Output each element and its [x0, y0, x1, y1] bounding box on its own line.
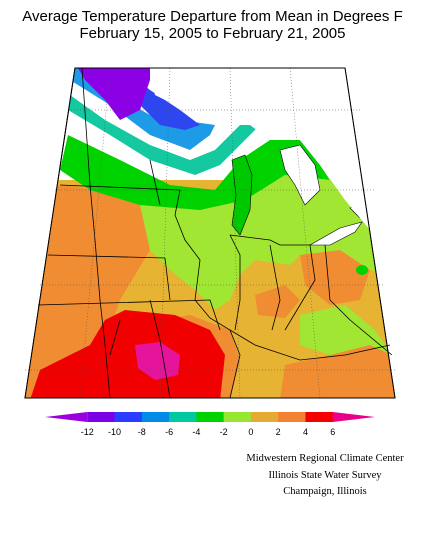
legend-swatch	[114, 412, 143, 422]
zone-orange-mid	[255, 285, 300, 318]
legend-tick-label: 4	[303, 427, 308, 437]
legend-tick-label: -12	[81, 427, 94, 437]
map-title-line-1: Average Temperature Departure from Mean …	[22, 8, 403, 25]
credit-line-2: Illinois State Water Survey	[268, 470, 382, 481]
legend-tick-label: -4	[192, 427, 200, 437]
legend-tick-label: 6	[330, 427, 335, 437]
legend-tick-label: -6	[165, 427, 173, 437]
zone-purple	[78, 68, 150, 120]
legend-color-bar	[45, 412, 375, 422]
legend-swatch	[278, 412, 306, 422]
lake-erie	[308, 221, 363, 246]
zone-teal	[68, 95, 260, 175]
legend-tick-label: 0	[248, 427, 253, 437]
map-title-line-2: February 15, 2005 to February 21, 2005	[79, 25, 346, 42]
credit-line-1: Midwestern Regional Climate Center	[246, 453, 404, 464]
legend-swatch	[223, 412, 252, 422]
lat-lon-gridlines	[25, 67, 395, 399]
legend-swatch	[332, 412, 375, 422]
zone-green-blob-east	[356, 265, 368, 275]
legend-swatch	[45, 412, 88, 422]
contour-fill-layer	[25, 68, 395, 398]
zone-green	[60, 135, 330, 210]
zone-lightgreen	[140, 175, 395, 310]
legend-swatch	[141, 412, 170, 422]
zone-red	[30, 310, 225, 398]
credit-line-3: Champaign, Illinois	[283, 486, 367, 497]
zone-orange-east	[300, 250, 370, 305]
legend-tick-labels: -12 -10 -8 -6 -4 -2 0 2 4 6	[81, 427, 335, 437]
legend-swatch	[169, 412, 197, 422]
legend-tick-label: -2	[220, 427, 228, 437]
state-boundaries	[37, 67, 393, 399]
legend-swatch	[305, 412, 334, 422]
zone-orange-southeast	[280, 345, 395, 398]
legend-swatch	[87, 412, 116, 422]
zone-magenta	[135, 342, 180, 380]
legend-tick-label: 2	[276, 427, 281, 437]
zone-lightgreen-east	[300, 305, 392, 355]
legend-tick-label: -10	[108, 427, 121, 437]
legend-swatch	[196, 412, 225, 422]
legend-swatch	[250, 412, 279, 422]
lake-michigan	[231, 154, 253, 236]
legend-tick-label: -8	[138, 427, 146, 437]
